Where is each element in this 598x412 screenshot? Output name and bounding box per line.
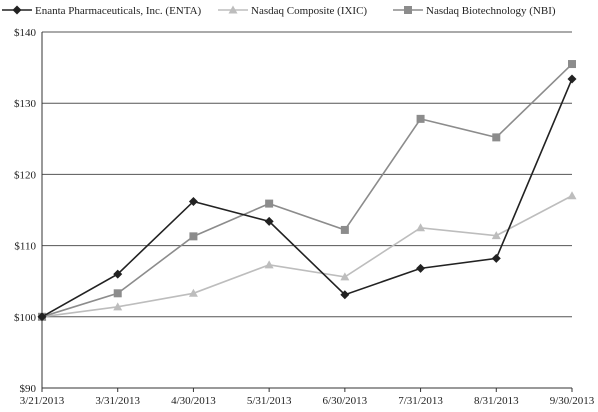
data-point-triangle [340,272,350,281]
legend: Enanta Pharmaceuticals, Inc. (ENTA) Nasda… [2,5,556,17]
legend-marker-diamond [12,5,22,15]
legend-marker-triangle [228,5,238,14]
data-point-diamond [37,312,47,322]
data-point-triangle [188,288,198,297]
data-point-diamond [264,216,274,226]
series-line-square [41,63,573,318]
x-tick-label: 8/31/2013 [474,395,519,407]
legend-label: Nasdaq Composite (IXIC) [251,5,367,17]
x-tick-label: 4/30/2013 [171,395,216,407]
data-point-triangle [491,231,501,240]
legend-marker-square [404,6,412,14]
y-tick-label: $140 [14,27,37,39]
data-point-square [340,225,349,234]
data-point-square [113,289,122,298]
data-point-square [568,60,576,69]
data-point-diamond [416,263,426,273]
data-point-square [416,114,425,123]
x-tick-label: 3/31/2013 [95,395,140,407]
data-point-square [189,232,198,241]
data-point-square [492,133,501,142]
legend-label: Nasdaq Biotechnology (NBI) [426,5,556,17]
data-point-triangle [264,260,274,269]
x-tick-label: 5/31/2013 [247,395,292,407]
data-point-triangle [567,191,577,200]
legend-label: Enanta Pharmaceuticals, Inc. (ENTA) [35,5,202,17]
x-tick-label: 3/21/2013 [20,395,65,407]
y-tick-label: $110 [14,241,36,253]
x-tick-label: 9/30/2013 [550,395,595,407]
grid [42,31,572,318]
axes: $90 $100 $110 $120 $130 $140 3/21/2013 3/31/201… [14,27,595,407]
series [37,60,577,322]
y-tick-label: $100 [14,312,37,324]
data-point-triangle [416,223,426,232]
y-tick-label: $90 [20,383,37,395]
series-line-diamond [41,78,573,318]
y-tick-label: $130 [14,98,37,110]
data-point-diamond [113,269,123,279]
data-point-diamond [491,253,501,263]
x-tick-label: 6/30/2013 [323,395,368,407]
data-point-diamond [340,290,350,300]
series-line-triangle [41,195,573,318]
data-point-diamond [188,196,198,206]
data-point-diamond [567,74,577,84]
y-tick-label: $120 [14,169,37,181]
data-point-square [265,199,274,208]
data-point-triangle [113,302,123,311]
x-tick-label: 7/31/2013 [398,395,443,407]
